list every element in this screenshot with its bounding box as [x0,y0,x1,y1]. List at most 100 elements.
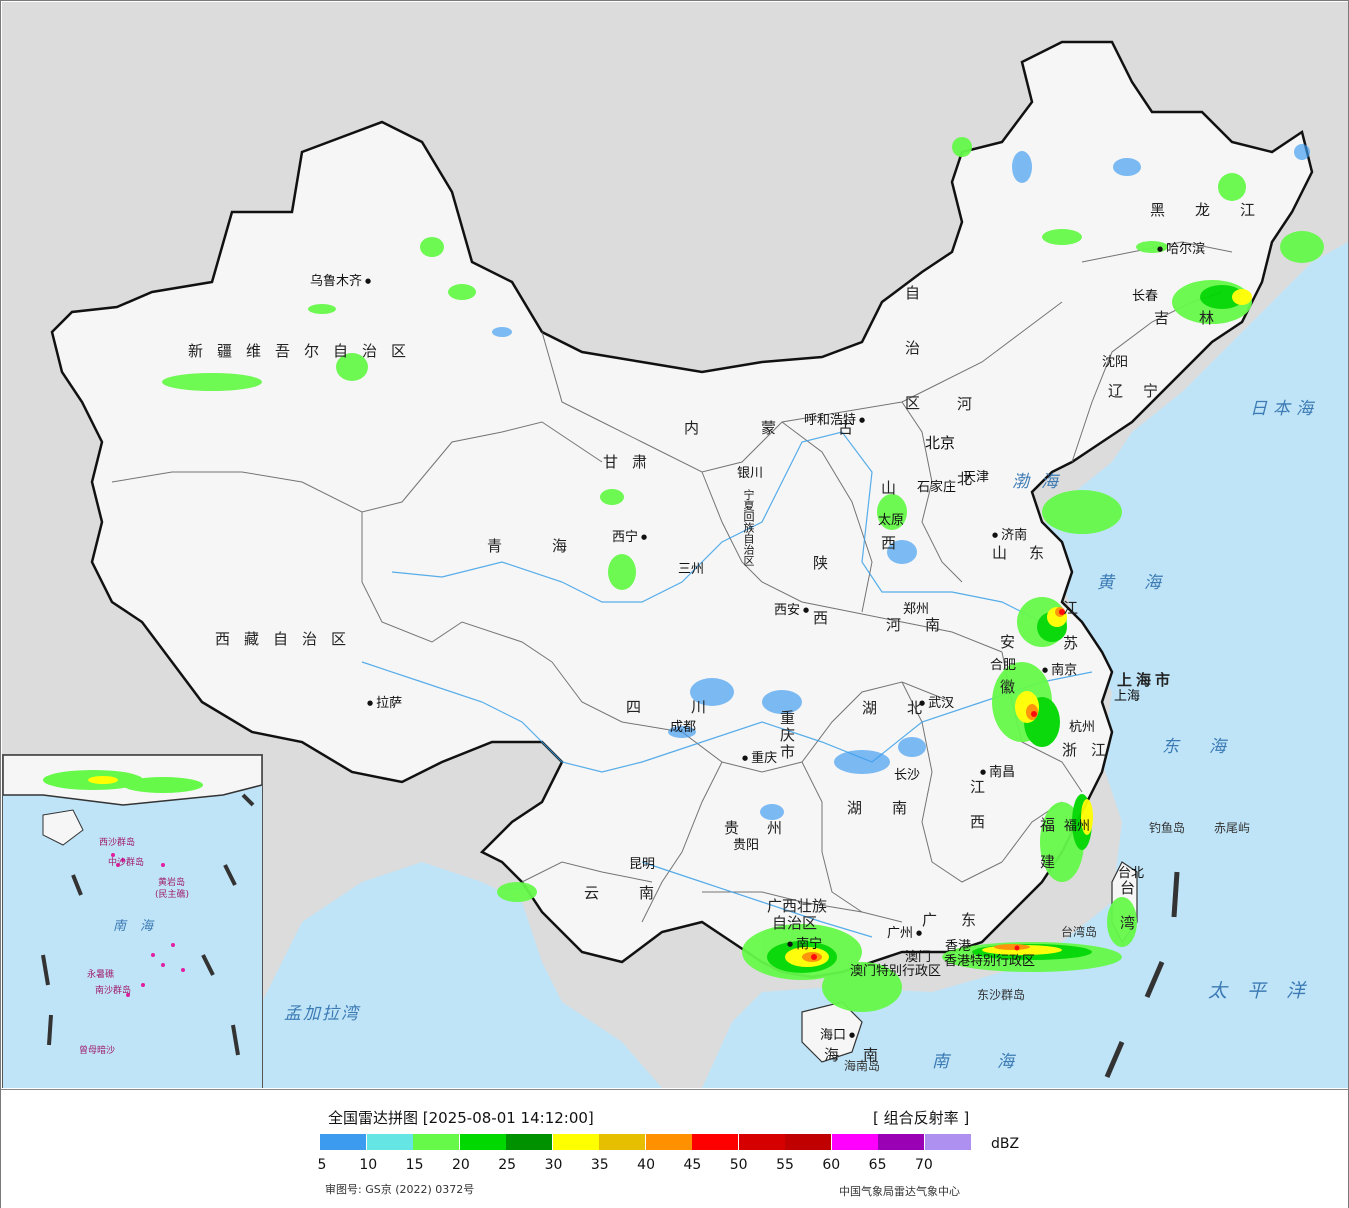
city-label: 哈尔滨 [1157,238,1205,257]
legend-swatch [924,1134,971,1150]
province-label: 上海市 [1117,671,1175,689]
city-label: 南昌 [980,761,1015,780]
city-label: 贵阳 [733,838,760,853]
province-label: 辽宁 [1108,382,1179,400]
legend-tick-label: 5 [317,1157,327,1173]
city-label: 郑州 [903,602,930,617]
city-label: 沈阳 [1102,355,1129,370]
province-label: 宁夏回族自治区 [742,489,755,566]
legend-title: 全国雷达拼图 [2025-08-01 14:12:00] [328,1109,594,1127]
legend-swatch [320,1134,366,1150]
inset-island-label: 曾母暗沙 [79,1046,116,1056]
province-label: 自治区 [772,914,818,932]
legend-swatch [552,1134,599,1150]
legend-swatch [459,1134,506,1150]
province-label: 内蒙古 [684,419,916,437]
legend-tick-label: 45 [683,1157,702,1173]
sea-label: 南海 [932,1052,1062,1072]
island-label: 钓鱼岛 [1149,821,1186,835]
province-label: 广东 [922,911,1001,929]
city-label: 广州 [887,922,922,941]
city-label: 重庆 [742,747,777,766]
island-label: 海南岛 [844,1059,881,1073]
province-label: 甘肃 [603,453,662,471]
legend-swatch [413,1134,459,1150]
legend-tick-label: 25 [498,1157,517,1173]
city-label: 南京 [1042,659,1077,678]
legend-tick-label: 35 [590,1157,609,1173]
south-china-sea-inset: 南海 西沙群岛 中沙群岛 黄岩岛 (民主礁) 南沙群岛 永暑礁 曾母暗沙 [2,754,263,1088]
legend-swatch [645,1134,692,1150]
city-label: 海口 [820,1024,855,1043]
agency-credit: 中国气象局雷达气象中心 [839,1185,960,1198]
province-label: 自治区 [903,285,921,450]
sea-label: 黄海 [1097,573,1191,593]
legend-tick-label: 60 [822,1157,841,1173]
city-label: 三州 [678,562,705,577]
province-label: 湖南 [847,799,938,817]
island-label: 台湾岛 [1061,925,1098,939]
legend-tick-label: 70 [914,1157,933,1173]
legend-swatch [599,1134,645,1150]
province-label: 香港特别行政区 [944,954,1036,969]
approval-number: 审图号: GS京 (2022) 0372号 [325,1183,475,1196]
island-label: 东沙群岛 [977,988,1026,1002]
province-label: 云南 [584,884,695,902]
sea-label: 太平洋 [1208,980,1326,1002]
legend-tick-label: 50 [729,1157,748,1173]
sea-label: 日本海 [1250,399,1319,419]
legend-swatch [692,1134,738,1150]
legend-swatch [831,1134,878,1150]
inset-island-label: (民主礁) [155,890,190,900]
province-label: 江苏 [1061,600,1079,670]
province-label: 西藏自治区 [215,630,361,648]
city-label: 银川 [737,466,764,481]
city-label: 南宁 [787,933,822,952]
city-label: 武汉 [919,692,954,711]
province-label: 河南 [886,616,965,634]
city-label: 杭州 [1069,720,1096,735]
city-label: 太原 [878,513,905,528]
radar-echoes [162,137,1324,1012]
city-label: 济南 [992,524,1027,543]
city-label: 北京 [925,434,956,452]
province-label: 江西 [968,779,986,849]
sea-label: 孟加拉湾 [284,1004,360,1024]
city-label: 天津 [963,470,990,485]
city-label: 成都 [670,720,697,735]
legend-swatch [366,1134,413,1150]
province-label: 台湾 [1118,880,1136,950]
legend-tick-label: 15 [405,1157,424,1173]
province-label: 四川 [626,698,757,716]
inset-island-label: 永暑礁 [87,970,115,980]
province-label: 黑龙江 [1150,201,1286,219]
city-label: 台北 [1118,866,1145,881]
legend-tick-label: 65 [868,1157,887,1173]
province-label: 安徽 [998,634,1016,724]
legend-unit: dBZ [991,1136,1020,1152]
province-label: 山西 [879,480,897,590]
city-label: 拉萨 [367,692,402,711]
province-label: 陕西 [811,555,829,665]
province-label: 河北 [955,396,973,546]
legend-panel: 全国雷达拼图 [2025-08-01 14:12:00] [ 组合反射率 ] 5… [1,1089,1348,1208]
province-label: 浙江 [1062,741,1121,759]
legend-swatch [738,1134,785,1150]
city-label: 上海 [1114,689,1141,704]
inset-sea-label: 南海 [113,919,168,934]
inset-basemap [3,755,262,1056]
city-label: 乌鲁木齐 [310,270,371,289]
city-label: 西宁 [612,526,647,545]
province-label: 澳门特别行政区 [850,964,942,979]
legend-tick-label: 55 [776,1157,794,1173]
city-label: 福州 [1064,819,1091,834]
legend-tick-label: 30 [544,1157,563,1173]
inset-island-label: 黄岩岛 [158,878,186,888]
city-label: 昆明 [629,857,656,872]
province-label: 吉林 [1154,309,1245,327]
radar-map[interactable]: 新疆维吾尔自治区 西藏自治区 青海 甘肃 内蒙古 自治区 黑龙江 吉林 辽宁 河… [2,2,1348,1088]
island-label: 赤尾屿 [1214,821,1251,835]
province-label: 广西壮族 [767,897,828,915]
inset-island-label: 南沙群岛 [95,986,132,996]
